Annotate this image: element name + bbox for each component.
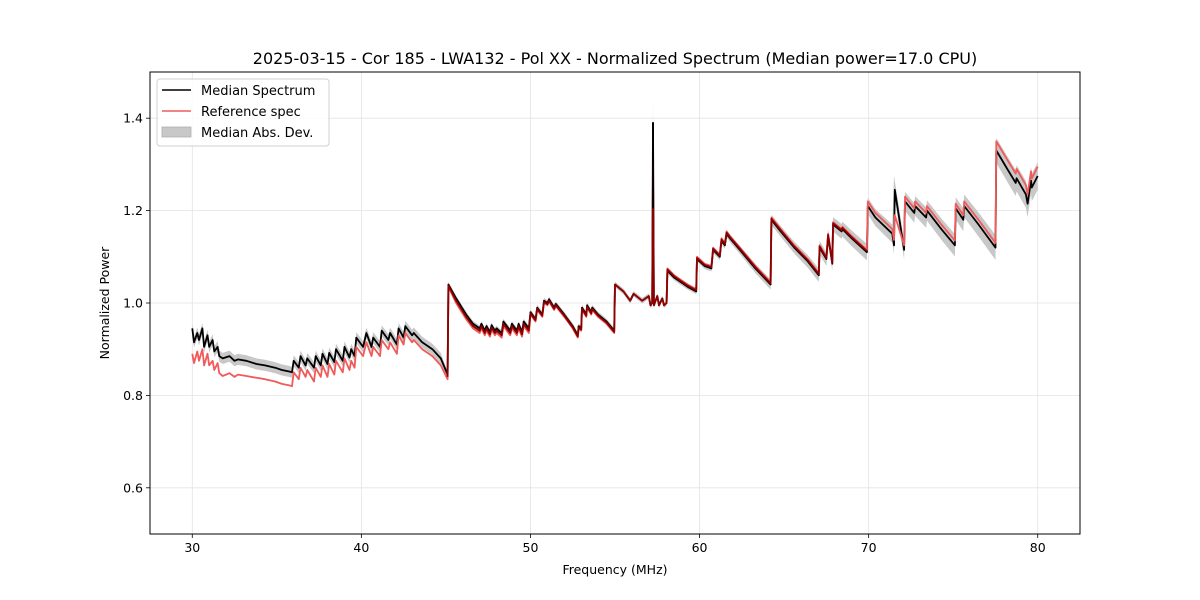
grid bbox=[150, 72, 1080, 534]
y-tick-label: 1.0 bbox=[123, 296, 143, 311]
legend-box bbox=[156, 78, 330, 147]
y-tick-label: 1.2 bbox=[123, 203, 143, 218]
y-tick-label: 1.4 bbox=[123, 111, 143, 126]
x-tick-label: 30 bbox=[184, 540, 200, 555]
legend-label-mad: Median Abs. Dev. bbox=[201, 126, 313, 141]
y-tick-label: 0.8 bbox=[123, 388, 143, 403]
legend-label-reference: Reference spec bbox=[201, 105, 301, 120]
legend: Median Spectrum Reference spec Median Ab… bbox=[156, 78, 330, 147]
y-axis: 0.6 0.8 1.0 1.2 1.4 bbox=[123, 111, 150, 495]
x-axis: 30 40 50 60 70 80 bbox=[184, 534, 1046, 555]
plot-area bbox=[149, 71, 1081, 535]
x-axis-label: Frequency (MHz) bbox=[562, 562, 667, 577]
x-tick-label: 70 bbox=[861, 540, 877, 555]
x-tick-label: 40 bbox=[353, 540, 369, 555]
legend-label-median: Median Spectrum bbox=[201, 84, 315, 99]
x-tick-label: 50 bbox=[523, 540, 539, 555]
series-lines bbox=[191, 121, 1039, 388]
chart-title: 2025-03-15 - Cor 185 - LWA132 - Pol XX -… bbox=[253, 49, 977, 68]
y-tick-label: 0.6 bbox=[123, 480, 143, 495]
x-tick-label: 80 bbox=[1030, 540, 1046, 555]
y-axis-label: Normalized Power bbox=[97, 246, 112, 360]
overlap-line bbox=[446, 164, 868, 377]
legend-swatch-mad bbox=[161, 126, 192, 138]
x-tick-label: 60 bbox=[692, 540, 708, 555]
